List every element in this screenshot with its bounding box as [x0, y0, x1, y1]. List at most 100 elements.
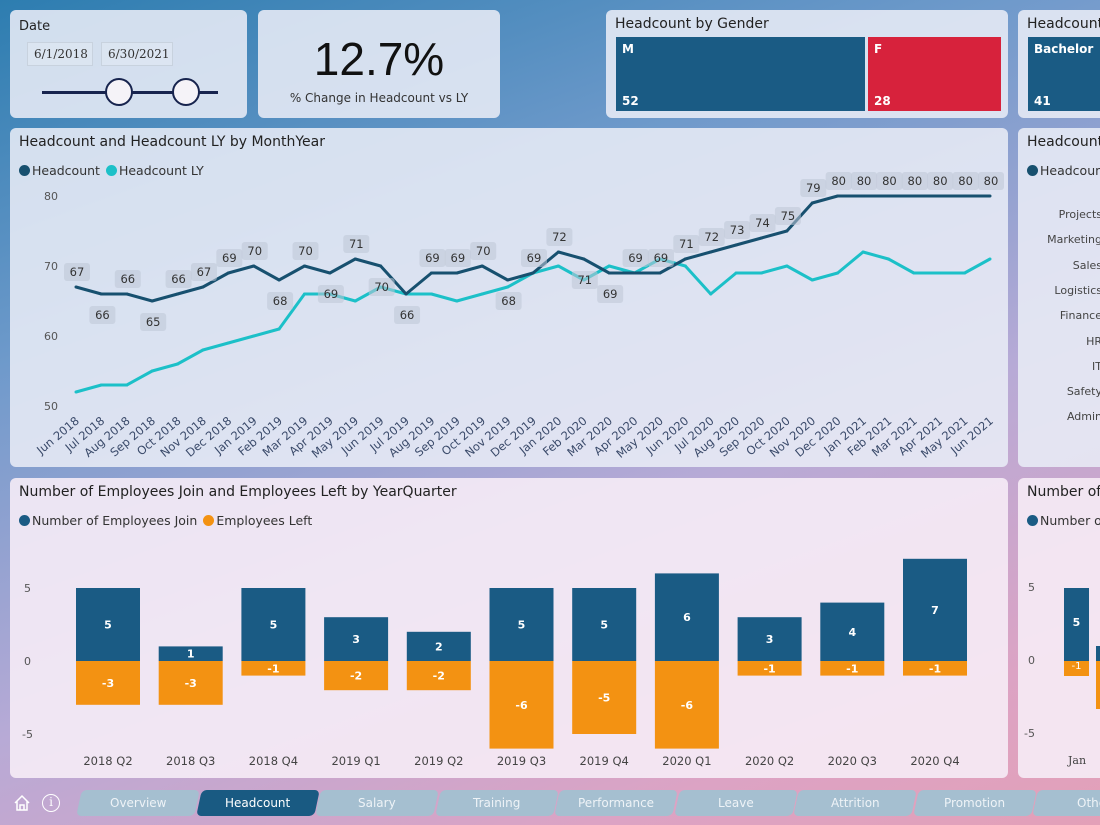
bar-left — [158, 661, 223, 705]
data-point — [861, 250, 865, 254]
data-point — [303, 292, 306, 296]
data-label: 80 — [908, 174, 923, 188]
chart-title: Number of Employees Join and Employees L… — [19, 484, 457, 500]
slider-start-handle[interactable] — [105, 78, 133, 106]
data-point — [125, 383, 129, 387]
tab-label: Performance — [577, 796, 655, 810]
data-label-bg — [647, 249, 674, 267]
bar-left[interactable]: -1 — [1064, 661, 1089, 676]
tab-performance[interactable]: Performance — [554, 790, 678, 816]
legend-item-join[interactable]: Number of Employees Join — [19, 513, 197, 528]
dept-axis-label: Marketing — [1047, 233, 1100, 247]
data-label-bg — [394, 306, 421, 324]
bar-join — [158, 646, 223, 661]
bar-join — [654, 573, 719, 661]
bar-left — [654, 661, 719, 749]
data-label: 80 — [882, 174, 897, 188]
data-point — [404, 292, 408, 296]
x-tick: 2018 Q3 — [166, 754, 215, 768]
data-label-bg — [267, 292, 294, 310]
data-label: 70 — [476, 244, 491, 258]
data-point — [99, 292, 103, 296]
data-point — [99, 383, 103, 387]
treemap-tile-bachelor[interactable]: Bachelor 41 — [1028, 37, 1100, 111]
tab-overview[interactable]: Overview — [76, 790, 200, 816]
data-point — [810, 278, 814, 282]
data-label: 69 — [451, 251, 466, 265]
data-label-bg — [571, 271, 598, 289]
y-tick: 80 — [44, 190, 58, 203]
bar-join[interactable]: 5 — [1064, 588, 1089, 661]
bar-label: 5 — [104, 619, 112, 632]
tab-training[interactable]: Training — [434, 790, 559, 816]
bar-label: -6 — [515, 699, 528, 712]
data-point — [607, 264, 611, 268]
tab-attrition[interactable]: Attrition — [793, 790, 917, 816]
data-point — [556, 250, 560, 254]
home-icon[interactable] — [13, 794, 31, 812]
legend-item-headcount[interactable]: Headcount — [19, 163, 100, 178]
bar-join — [324, 617, 389, 661]
data-point — [988, 194, 992, 198]
bar-left — [820, 661, 885, 676]
data-point — [861, 194, 865, 198]
data-point — [709, 250, 713, 254]
tab-salary[interactable]: Salary — [315, 790, 439, 816]
data-point — [455, 299, 459, 303]
data-label: 71 — [577, 273, 592, 287]
data-label: 70 — [298, 244, 313, 258]
data-point — [455, 271, 459, 275]
data-point — [480, 264, 484, 268]
bar-join — [406, 631, 471, 661]
data-label-bg — [952, 172, 979, 190]
bar-join — [572, 588, 637, 661]
data-label-bg — [343, 235, 370, 253]
data-point — [277, 278, 281, 282]
bar-join[interactable] — [1096, 646, 1100, 661]
tab-label: Training — [472, 796, 521, 810]
data-label: 66 — [95, 308, 110, 322]
data-point — [988, 257, 992, 261]
x-tick: 2020 Q4 — [910, 754, 959, 768]
tab-other[interactable]: Other — [1032, 790, 1100, 816]
info-icon[interactable]: i — [42, 794, 60, 812]
data-label: 79 — [806, 181, 821, 195]
treemap-tile-m[interactable]: M 52 — [616, 37, 865, 111]
bar-left[interactable] — [1096, 661, 1100, 709]
data-label: 67 — [197, 265, 212, 279]
legend-item-left[interactable]: Employees Left — [203, 513, 312, 528]
tab-promotion[interactable]: Promotion — [912, 790, 1037, 816]
data-label-bg — [724, 221, 751, 239]
data-label: 67 — [70, 265, 85, 279]
bar-label: 7 — [931, 604, 939, 617]
data-point — [74, 390, 78, 394]
y-tick: 60 — [44, 330, 58, 343]
data-point — [886, 257, 890, 261]
end-date-input[interactable]: 6/30/2021 — [101, 42, 173, 66]
start-date-input[interactable]: 6/1/2018 — [27, 42, 93, 66]
data-point — [582, 257, 586, 261]
data-point — [353, 299, 357, 303]
x-tick: 2020 Q1 — [662, 754, 711, 768]
data-point — [760, 236, 763, 240]
data-point — [125, 292, 129, 296]
data-label: 80 — [958, 174, 973, 188]
data-label-bg — [216, 249, 243, 267]
data-label: 70 — [374, 280, 389, 294]
data-point — [480, 292, 484, 296]
x-tick: 2020 Q2 — [745, 754, 794, 768]
treemap-tile-f[interactable]: F 28 — [868, 37, 1001, 111]
data-point — [328, 271, 332, 275]
data-label-bg — [901, 172, 928, 190]
data-point — [836, 271, 840, 275]
dept-axis-label: Logistics — [1054, 283, 1100, 297]
tab-headcount[interactable]: Headcount — [195, 790, 320, 816]
legend-item-headcount-ly[interactable]: Headcount LY — [105, 163, 204, 178]
data-point — [734, 271, 738, 275]
tab-leave[interactable]: Leave — [673, 790, 798, 816]
y-tick: 70 — [44, 260, 58, 273]
x-tick: 2020 Q3 — [828, 754, 877, 768]
data-point — [429, 271, 433, 275]
slider-end-handle[interactable] — [172, 78, 200, 106]
